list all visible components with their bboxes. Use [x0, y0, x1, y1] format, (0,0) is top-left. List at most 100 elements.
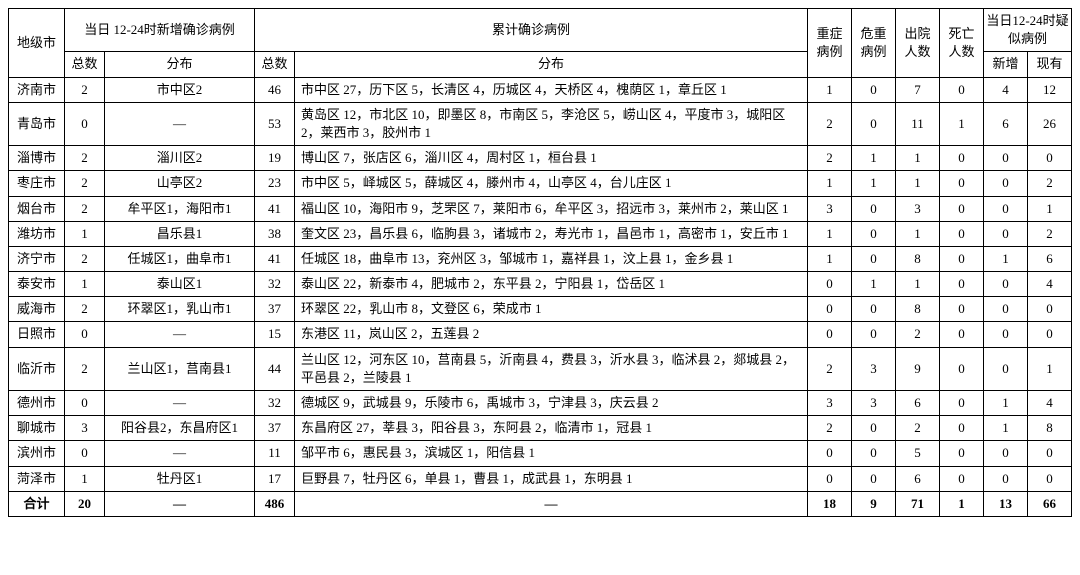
- cell-discharged: 8: [896, 246, 940, 271]
- cell-deaths: 0: [940, 146, 984, 171]
- cell-discharged: 1: [896, 272, 940, 297]
- cell-new-dist: 任城区1，曲阜市1: [105, 246, 255, 271]
- cell-severe: 18: [808, 491, 852, 516]
- cell-new-dist: 环翠区1，乳山市1: [105, 297, 255, 322]
- cell-new-dist: —: [105, 441, 255, 466]
- cell-city: 威海市: [9, 297, 65, 322]
- cell-severe: 3: [808, 196, 852, 221]
- cell-critical: 0: [852, 246, 896, 271]
- cell-cum-total: 17: [255, 466, 295, 491]
- cell-deaths: 0: [940, 416, 984, 441]
- table-row: 聊城市3阳谷县2，东昌府区137东昌府区 27，莘县 3，阳谷县 3，东阿县 2…: [9, 416, 1072, 441]
- cell-susp-exist: 0: [1028, 146, 1072, 171]
- cell-cum-dist: —: [295, 491, 808, 516]
- cell-discharged: 71: [896, 491, 940, 516]
- header-cum-total: 总数: [255, 52, 295, 77]
- cell-critical: 0: [852, 322, 896, 347]
- table-row: 济南市2市中区246市中区 27，历下区 5，长清区 4，历城区 4，天桥区 4…: [9, 77, 1072, 102]
- cell-deaths: 0: [940, 196, 984, 221]
- cell-critical: 0: [852, 221, 896, 246]
- cell-susp-new: 13: [984, 491, 1028, 516]
- cell-cum-total: 37: [255, 297, 295, 322]
- table-row: 济宁市2任城区1，曲阜市141任城区 18，曲阜市 13，兖州区 3，邹城市 1…: [9, 246, 1072, 271]
- cell-susp-exist: 4: [1028, 272, 1072, 297]
- cell-susp-new: 0: [984, 221, 1028, 246]
- table-row: 枣庄市2山亭区223市中区 5，峄城区 5，薛城区 4，滕州市 4，山亭区 4，…: [9, 171, 1072, 196]
- cell-city: 淄博市: [9, 146, 65, 171]
- cell-critical: 0: [852, 77, 896, 102]
- header-city: 地级市: [9, 9, 65, 78]
- cell-susp-new: 0: [984, 146, 1028, 171]
- cell-cum-total: 44: [255, 347, 295, 390]
- cell-new-total: 1: [65, 466, 105, 491]
- cell-cum-dist: 黄岛区 12，市北区 10，即墨区 8，市南区 5，李沧区 5，崂山区 4，平度…: [295, 102, 808, 145]
- cell-new-dist: 兰山区1，莒南县1: [105, 347, 255, 390]
- table-row: 潍坊市1昌乐县138奎文区 23，昌乐县 6，临朐县 3，诸城市 2，寿光市 1…: [9, 221, 1072, 246]
- cell-cum-total: 11: [255, 441, 295, 466]
- cell-discharged: 2: [896, 322, 940, 347]
- cell-new-total: 2: [65, 347, 105, 390]
- cell-deaths: 1: [940, 102, 984, 145]
- header-deaths: 死亡 人数: [940, 9, 984, 78]
- cell-discharged: 1: [896, 171, 940, 196]
- cell-susp-exist: 4: [1028, 391, 1072, 416]
- cell-new-dist: —: [105, 322, 255, 347]
- cell-deaths: 0: [940, 171, 984, 196]
- cell-susp-new: 0: [984, 466, 1028, 491]
- cell-city: 潍坊市: [9, 221, 65, 246]
- cell-new-dist: 昌乐县1: [105, 221, 255, 246]
- cell-new-total: 2: [65, 196, 105, 221]
- table-row: 淄博市2淄川区219博山区 7，张店区 6，淄川区 4，周村区 1，桓台县 12…: [9, 146, 1072, 171]
- cell-discharged: 5: [896, 441, 940, 466]
- cell-severe: 2: [808, 416, 852, 441]
- cell-severe: 1: [808, 246, 852, 271]
- table-body: 济南市2市中区246市中区 27，历下区 5，长清区 4，历城区 4，天桥区 4…: [9, 77, 1072, 516]
- cell-city: 泰安市: [9, 272, 65, 297]
- cell-susp-new: 0: [984, 441, 1028, 466]
- cell-susp-new: 0: [984, 297, 1028, 322]
- cell-cum-total: 38: [255, 221, 295, 246]
- cell-critical: 0: [852, 102, 896, 145]
- header-severe: 重症 病例: [808, 9, 852, 78]
- cell-new-total: 2: [65, 297, 105, 322]
- cell-deaths: 1: [940, 491, 984, 516]
- cell-severe: 2: [808, 347, 852, 390]
- cell-severe: 2: [808, 146, 852, 171]
- cell-cum-dist: 巨野县 7，牡丹区 6，单县 1，曹县 1，成武县 1，东明县 1: [295, 466, 808, 491]
- cell-cum-total: 19: [255, 146, 295, 171]
- cell-new-dist: 山亭区2: [105, 171, 255, 196]
- cell-deaths: 0: [940, 272, 984, 297]
- cell-cum-dist: 福山区 10，海阳市 9，芝罘区 7，莱阳市 6，牟平区 3，招远市 3，莱州市…: [295, 196, 808, 221]
- cell-new-dist: 淄川区2: [105, 146, 255, 171]
- cell-new-total: 0: [65, 102, 105, 145]
- table-row: 菏泽市1牡丹区117巨野县 7，牡丹区 6，单县 1，曹县 1，成武县 1，东明…: [9, 466, 1072, 491]
- cell-new-total: 0: [65, 391, 105, 416]
- cell-city: 青岛市: [9, 102, 65, 145]
- cell-susp-exist: 0: [1028, 441, 1072, 466]
- cell-susp-exist: 66: [1028, 491, 1072, 516]
- cell-susp-new: 0: [984, 347, 1028, 390]
- cell-deaths: 0: [940, 466, 984, 491]
- cell-city: 烟台市: [9, 196, 65, 221]
- cell-new-dist: 泰山区1: [105, 272, 255, 297]
- cell-susp-exist: 6: [1028, 246, 1072, 271]
- cell-severe: 0: [808, 466, 852, 491]
- cell-city: 德州市: [9, 391, 65, 416]
- header-critical: 危重 病例: [852, 9, 896, 78]
- cell-susp-new: 0: [984, 196, 1028, 221]
- cell-susp-exist: 2: [1028, 221, 1072, 246]
- table-row: 临沂市2兰山区1，莒南县144兰山区 12，河东区 10，莒南县 5，沂南县 4…: [9, 347, 1072, 390]
- cell-susp-new: 6: [984, 102, 1028, 145]
- cell-discharged: 2: [896, 416, 940, 441]
- cell-discharged: 6: [896, 466, 940, 491]
- cell-susp-exist: 2: [1028, 171, 1072, 196]
- cell-severe: 1: [808, 221, 852, 246]
- cell-discharged: 8: [896, 297, 940, 322]
- cell-susp-exist: 1: [1028, 196, 1072, 221]
- cell-cum-total: 37: [255, 416, 295, 441]
- header-new-dist: 分布: [105, 52, 255, 77]
- table-row: 日照市0—15东港区 11，岚山区 2，五莲县 2002000: [9, 322, 1072, 347]
- header-cum-dist: 分布: [295, 52, 808, 77]
- cell-new-total: 0: [65, 322, 105, 347]
- table-row: 威海市2环翠区1，乳山市137环翠区 22，乳山市 8，文登区 6，荣成市 10…: [9, 297, 1072, 322]
